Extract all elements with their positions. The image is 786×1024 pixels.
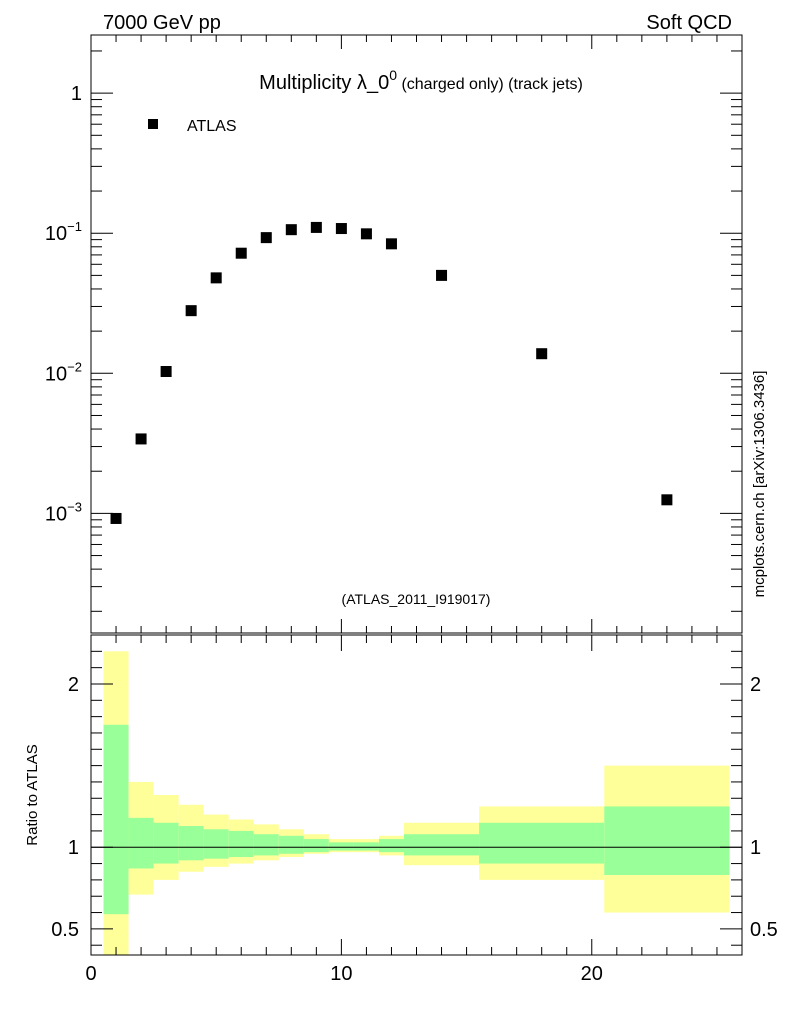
side-credit-label: mcplots.cern.ch [arXiv:1306.3436] [751,371,768,598]
inner-band-bin [604,806,730,875]
data-point [385,238,397,250]
x-tick-label: 20 [581,963,603,985]
ratio-y-tick-label-left: 1 [68,837,79,859]
inner-band-bin [353,842,379,851]
data-point [110,512,122,524]
main-y-tick-label: 10−3 [45,499,82,525]
data-point [235,247,247,259]
main-data-points [110,221,673,524]
data-point [661,494,673,506]
inner-band-bin [153,822,179,864]
ratio-y-tick-labels: 0.5 0.5 1 1 2 2 [51,674,778,941]
inner-band-bin [278,835,304,854]
data-point [210,272,222,284]
data-point [135,433,147,445]
x-tick-label: 0 [85,963,96,985]
inner-band-bin [303,839,329,853]
data-point [310,221,322,233]
ratio-uncertainty-bands [103,651,730,955]
main-plot-frame [90,34,743,634]
ratio-y-tick-label-right: 1 [750,837,761,859]
data-point [335,223,347,235]
ratio-y-tick-label-left: 0.5 [51,919,79,941]
main-title-superscript: 0 [389,67,397,83]
data-point [185,305,197,317]
main-plot-panel: Multiplicity λ_00 (charged only) (track … [45,34,743,634]
ratio-y-tick-label-right: 0.5 [750,919,778,941]
inner-band-bin [328,842,354,851]
data-point [285,224,297,236]
ratio-y-axis-label: Ratio to ATLAS [24,744,41,845]
main-title-text: Multiplicity λ_0 [259,72,389,94]
x-tick-label: 10 [330,963,352,985]
main-title-subtitle: (charged only) (track jets) [397,76,583,93]
main-y-tick-labels: 1 10−1 10−2 10−3 [45,83,82,525]
data-point [536,348,548,360]
main-y-tick-label: 10−2 [45,359,82,385]
inner-band-bin [128,817,154,869]
watermark-label: (ATLAS_2011_I919017) [342,591,491,607]
data-point [436,269,448,281]
header-right-label: Soft QCD [646,12,732,34]
ratio-y-tick-label-left: 2 [68,674,79,696]
ratio-plot-panel: 0.5 0.5 1 1 2 2 0 10 20 Ratio to ATLAS [24,634,778,985]
data-point [360,228,372,240]
ratio-y-tick-label-right: 2 [750,674,761,696]
main-y-tick-label: 10−1 [45,219,82,245]
legend-label: ATLAS [187,118,237,135]
inner-band-bin [228,830,254,858]
inner-band-bin [403,834,480,856]
main-axis-ticks [90,35,743,633]
inner-band-bin [479,822,605,864]
inner-band-bin [103,724,129,915]
inner-band-bin [253,834,279,856]
ratio-plot-frame [90,634,743,956]
main-title: Multiplicity λ_00 (charged only) (track … [259,67,583,94]
inner-band-bin [378,839,404,853]
legend-marker [148,119,158,129]
header-left-label: 7000 GeV pp [103,12,221,34]
inner-band-bin [203,829,229,859]
main-y-tick-label: 1 [71,83,82,105]
data-point [260,232,272,244]
x-tick-labels: 0 10 20 [85,963,602,985]
data-point [160,366,172,378]
inner-band-bin [178,826,204,861]
